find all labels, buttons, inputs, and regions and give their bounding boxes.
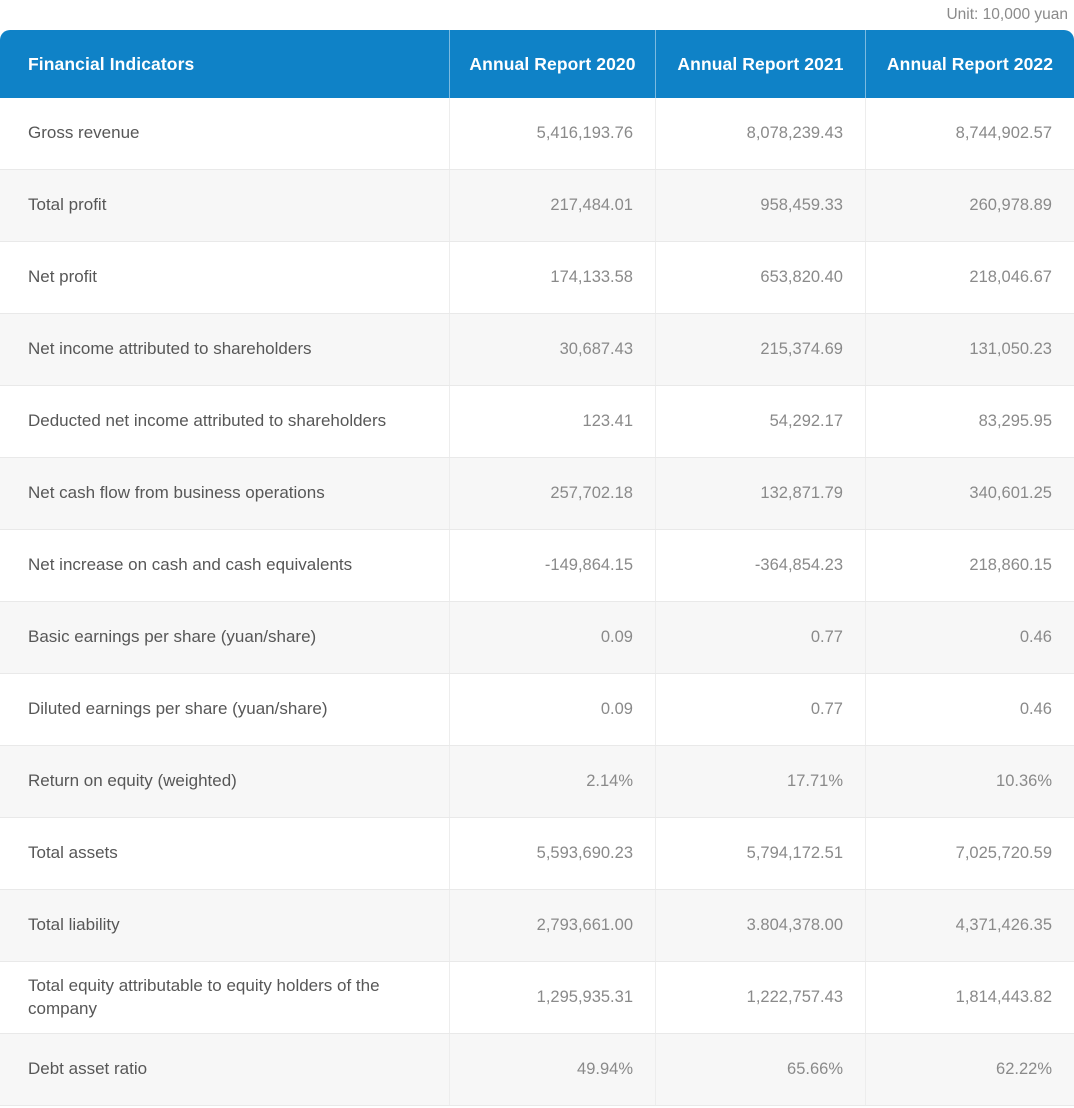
value-cell: 10.36% (865, 746, 1074, 817)
value-cell: -149,864.15 (449, 530, 655, 601)
column-header-year: Annual Report 2020 (449, 30, 655, 98)
indicator-label: Total liability (28, 915, 120, 935)
value-cell: 5,593,690.23 (449, 818, 655, 889)
indicator-label: Total equity attributable to equity hold… (28, 975, 380, 1018)
value-cell: 131,050.23 (865, 314, 1074, 385)
table-row: Debt asset ratio 49.94% 65.66% 62.22% (0, 1034, 1074, 1106)
value-cell: 0.46 (865, 674, 1074, 745)
value-cell: 2,793,661.00 (449, 890, 655, 961)
table-row: Net increase on cash and cash equivalent… (0, 530, 1074, 602)
value-cell: 65.66% (655, 1034, 865, 1105)
financial-indicators-table: Financial Indicators Annual Report 2020 An… (0, 30, 1074, 1106)
indicator-label: Total profit (28, 195, 107, 215)
value-cell: 0.09 (449, 602, 655, 673)
value-cell: -364,854.23 (655, 530, 865, 601)
value-cell: 653,820.40 (655, 242, 865, 313)
value-cell: 5,794,172.51 (655, 818, 865, 889)
value-cell: 2.14% (449, 746, 655, 817)
table-row: Total profit 217,484.01 958,459.33 260,978.… (0, 170, 1074, 242)
indicator-label: Net increase on cash and cash equivalent… (28, 555, 353, 575)
value-cell: 7,025,720.59 (865, 818, 1074, 889)
indicator-label: Total assets (28, 843, 118, 863)
value-cell: 5,416,193.76 (449, 98, 655, 169)
value-cell: 83,295.95 (865, 386, 1074, 457)
value-cell: 54,292.17 (655, 386, 865, 457)
value-cell: 8,744,902.57 (865, 98, 1074, 169)
table-header-row: Financial Indicators Annual Report 2020 An… (0, 30, 1074, 98)
column-header-indicators: Financial Indicators (28, 53, 195, 74)
indicator-label: Basic earnings per share (yuan/share) (28, 627, 317, 647)
value-cell: 217,484.01 (449, 170, 655, 241)
value-cell: 17.71% (655, 746, 865, 817)
value-cell: 257,702.18 (449, 458, 655, 529)
indicator-label: Net income attributed to shareholders (28, 339, 312, 359)
table-row: Total equity attributable to equity hold… (0, 962, 1074, 1034)
value-cell: 340,601.25 (865, 458, 1074, 529)
value-cell: 218,860.15 (865, 530, 1074, 601)
value-cell: 215,374.69 (655, 314, 865, 385)
table-row: Deducted net income attributed to shareh… (0, 386, 1074, 458)
value-cell: 0.46 (865, 602, 1074, 673)
value-cell: 0.09 (449, 674, 655, 745)
value-cell: 260,978.89 (865, 170, 1074, 241)
indicator-label: Gross revenue (28, 123, 140, 143)
value-cell: 0.77 (655, 602, 865, 673)
indicator-label: Diluted earnings per share (yuan/share) (28, 699, 328, 719)
value-cell: 174,133.58 (449, 242, 655, 313)
indicator-label: Debt asset ratio (28, 1059, 148, 1079)
value-cell: 30,687.43 (449, 314, 655, 385)
table-row: Total assets 5,593,690.23 5,794,172.51 7,02… (0, 818, 1074, 890)
value-cell: 958,459.33 (655, 170, 865, 241)
value-cell: 132,871.79 (655, 458, 865, 529)
unit-label: Unit: 10,000 yuan (946, 6, 1068, 23)
indicator-label: Return on equity (weighted) (28, 771, 237, 791)
value-cell: 62.22% (865, 1034, 1074, 1105)
value-cell: 1,295,935.31 (449, 962, 655, 1033)
indicator-label: Net cash flow from business operations (28, 483, 325, 503)
value-cell: 49.94% (449, 1034, 655, 1105)
value-cell: 0.77 (655, 674, 865, 745)
indicator-label: Deducted net income attributed to shareh… (28, 411, 387, 431)
table-row: Return on equity (weighted) 2.14% 17.71% 10… (0, 746, 1074, 818)
value-cell: 8,078,239.43 (655, 98, 865, 169)
value-cell: 218,046.67 (865, 242, 1074, 313)
value-cell: 4,371,426.35 (865, 890, 1074, 961)
value-cell: 3.804,378.00 (655, 890, 865, 961)
table-row: Net income attributed to shareholders 30,… (0, 314, 1074, 386)
table-row: Diluted earnings per share (yuan/share) 0… (0, 674, 1074, 746)
column-header-year: Annual Report 2021 (655, 30, 865, 98)
table-row: Gross revenue 5,416,193.76 8,078,239.43 8,7… (0, 98, 1074, 170)
table-row: Total liability 2,793,661.00 3.804,378.00 4… (0, 890, 1074, 962)
table-row: Net cash flow from business operations 25… (0, 458, 1074, 530)
value-cell: 1,814,443.82 (865, 962, 1074, 1033)
value-cell: 123.41 (449, 386, 655, 457)
table-row: Basic earnings per share (yuan/share) 0.0… (0, 602, 1074, 674)
column-header-year: Annual Report 2022 (865, 30, 1074, 98)
indicator-label: Net profit (28, 267, 97, 287)
table-body: Gross revenue 5,416,193.76 8,078,239.43 8,7… (0, 98, 1074, 1106)
value-cell: 1,222,757.43 (655, 962, 865, 1033)
table-row: Net profit 174,133.58 653,820.40 218,046.67 (0, 242, 1074, 314)
